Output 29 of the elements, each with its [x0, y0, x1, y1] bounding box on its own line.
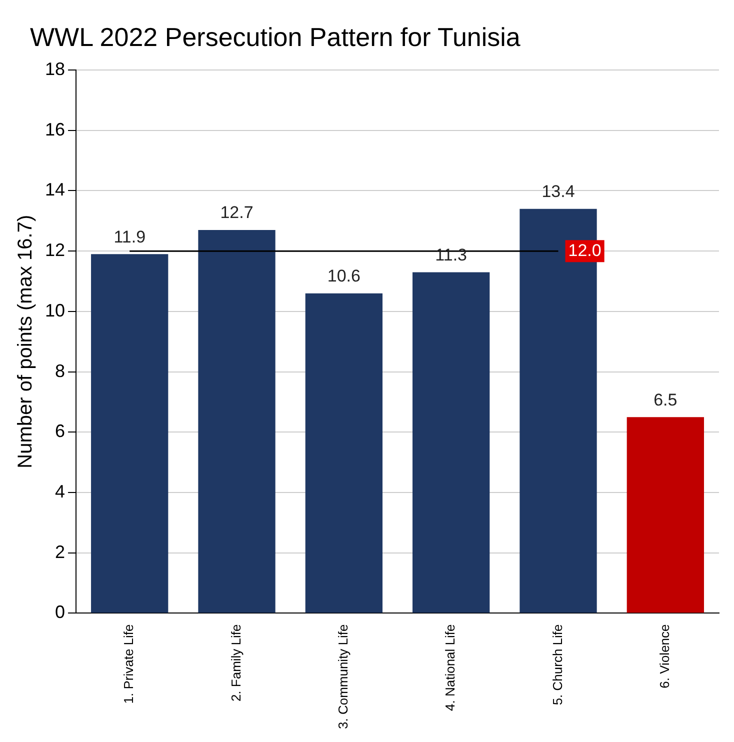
x-tick-label: 6. Violence: [656, 624, 672, 688]
data-label: 6.5: [654, 390, 678, 410]
data-label: 11.9: [114, 227, 146, 246]
y-tick-label: 8: [55, 360, 66, 381]
x-tick-label: 3. Community Life: [336, 624, 351, 730]
y-tick-label: 2: [55, 542, 66, 562]
y-tick-label: 10: [44, 300, 66, 320]
y-axis-title: Number of points (max 16.7): [14, 214, 37, 468]
x-tick-label: 1. Private Life: [121, 624, 136, 704]
bar: [412, 272, 490, 613]
y-tick-label: 16: [44, 119, 66, 140]
bar: [305, 293, 383, 613]
bar: [198, 230, 276, 613]
bar: [91, 254, 168, 613]
bar: [626, 417, 704, 613]
data-label: 12.7: [220, 203, 254, 222]
data-label: 10.6: [327, 266, 360, 286]
y-tick-label: 4: [55, 481, 66, 502]
chart-title: WWL 2022 Persecution Pattern for Tunisia: [30, 22, 520, 53]
y-tick-label: 6: [55, 421, 66, 442]
y-tick-label: 0: [55, 602, 66, 622]
y-tick-label: 18: [44, 58, 66, 79]
x-tick-label: 2. Family Life: [228, 624, 244, 702]
x-tick-label: 5. Church Life: [550, 624, 565, 706]
x-tick-label: 4. National Life: [442, 624, 458, 711]
y-tick-label: 12: [44, 240, 66, 260]
y-tick-label: 14: [44, 180, 66, 200]
data-label: 13.4: [542, 182, 575, 202]
ref-line-label: 12.0: [568, 240, 602, 260]
